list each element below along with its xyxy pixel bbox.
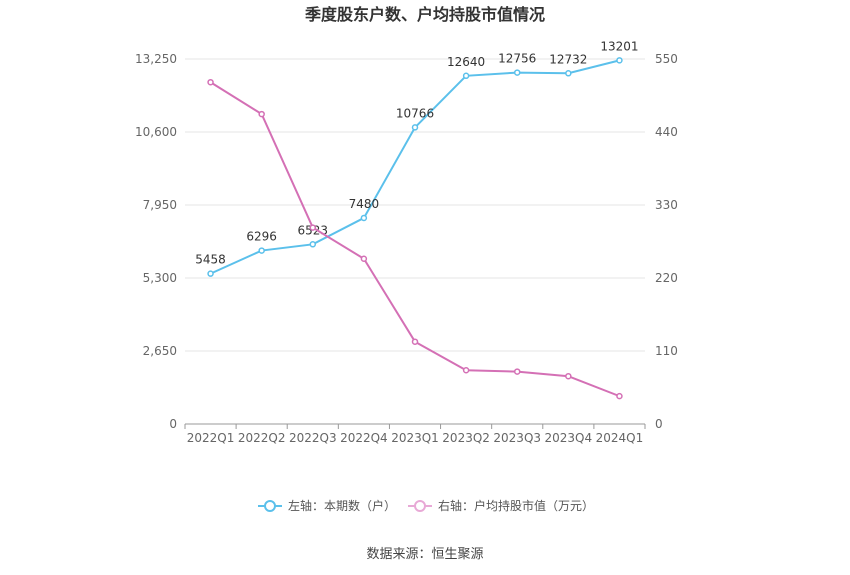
data-point[interactable] [565,372,572,380]
data-label: 12756 [498,52,536,66]
data-point[interactable] [616,392,623,400]
legend-marker-icon [264,500,276,512]
legend-marker-icon [414,500,426,512]
chart-title: 季度股东户数、户均持股市值情况 [304,5,545,24]
x-axis-tick-label: 2022Q2 [238,431,286,445]
data-label: 13201 [600,39,638,53]
data-label: 12732 [549,52,587,66]
legend-item-right[interactable]: 右轴：户均持股市值（万元） [408,498,594,513]
legend-label: 左轴：本期数（户） [288,498,396,513]
x-axis-tick-label: 2022Q1 [187,431,235,445]
axes: 0 0 2,650 110 5,300 220 7,950 330 10,600 440 13,25… [135,52,678,445]
left-axis-tick-label: 0 [169,417,177,431]
data-point[interactable] [513,69,521,76]
x-axis-tick-label: 2022Q3 [289,431,337,445]
grid [185,58,645,352]
x-axis-tick-label: 2024Q1 [596,431,644,445]
x-axis-tick-label: 2023Q1 [391,431,439,445]
right-axis-tick-label: 110 [655,344,678,358]
data-point[interactable] [411,338,419,345]
data-point[interactable] [207,270,214,277]
legend-label: 右轴：户均持股市值（万元） [438,498,594,513]
legend[interactable]: 左轴：本期数（户） 右轴：户均持股市值（万元） [258,498,594,513]
right-axis-tick-label: 440 [655,125,678,139]
data-point[interactable] [207,78,214,86]
data-point[interactable] [616,57,623,64]
legend-item-left[interactable]: 左轴：本期数（户） [258,498,396,513]
right-axis-tick-label: 550 [655,52,678,66]
left-axis-tick-label: 13,250 [135,52,177,66]
data-label: 7480 [349,197,380,211]
data-point[interactable] [309,224,317,231]
data-point[interactable] [411,124,419,131]
data-point[interactable] [309,241,317,248]
left-axis-tick-label: 2,650 [143,344,177,358]
source-text: 数据来源：恒生聚源 [366,547,483,562]
data-point[interactable] [565,70,572,77]
x-axis-tick-label: 2023Q4 [545,431,593,445]
data-point[interactable] [462,366,470,374]
data-label: 10766 [396,106,434,120]
data-point[interactable] [258,247,265,254]
data-point[interactable] [360,214,368,222]
series-group: 5458629665237480107661264012756127321320… [195,39,639,400]
data-point[interactable] [360,255,368,263]
left-axis-tick-label: 7,950 [143,198,177,212]
x-axis-tick-label: 2022Q4 [340,431,388,445]
right-axis-tick-label: 0 [655,417,663,431]
data-label: 5458 [195,253,226,267]
left-axis-tick-label: 5,300 [143,271,177,285]
data-point[interactable] [462,72,470,80]
data-point[interactable] [258,110,265,118]
left-axis-tick-label: 10,600 [135,125,177,139]
data-label: 6296 [246,230,277,244]
data-point[interactable] [513,368,521,375]
x-axis-tick-label: 2023Q2 [442,431,490,445]
right-axis-tick-label: 330 [655,198,678,212]
x-axis-tick-label: 2023Q3 [493,431,541,445]
data-label: 12640 [447,55,485,69]
right-axis-tick-label: 220 [655,271,678,285]
